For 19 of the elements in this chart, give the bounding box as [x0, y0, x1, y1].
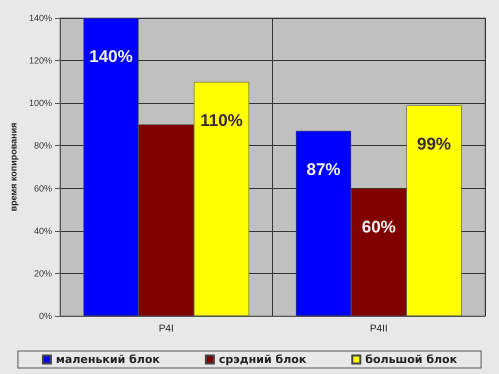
data-label: 140% — [89, 47, 133, 66]
data-label: 99% — [416, 134, 452, 154]
y-axis-title: время копирования — [8, 122, 19, 212]
y-tick-label: 0% — [38, 311, 52, 321]
y-tick-label: 100% — [28, 98, 52, 108]
y-tick-label: 60% — [34, 183, 52, 194]
data-label: 110% — [200, 110, 243, 130]
legend-label: большой блок — [365, 353, 458, 366]
y-tick-label: 120% — [28, 56, 52, 66]
legend-label: срэдний блок — [218, 353, 307, 366]
data-label: 87% — [306, 160, 341, 179]
y-tick-label: 20% — [34, 268, 52, 278]
y-tick-label: 80% — [34, 140, 52, 151]
x-tick-label: P4II — [370, 324, 388, 334]
y-tick-label: 140% — [28, 13, 52, 23]
data-label: 60% — [362, 217, 396, 236]
legend-label: маленький блок — [56, 353, 160, 366]
y-tick-label: 40% — [34, 226, 52, 236]
x-tick-label: P4I — [158, 324, 174, 334]
